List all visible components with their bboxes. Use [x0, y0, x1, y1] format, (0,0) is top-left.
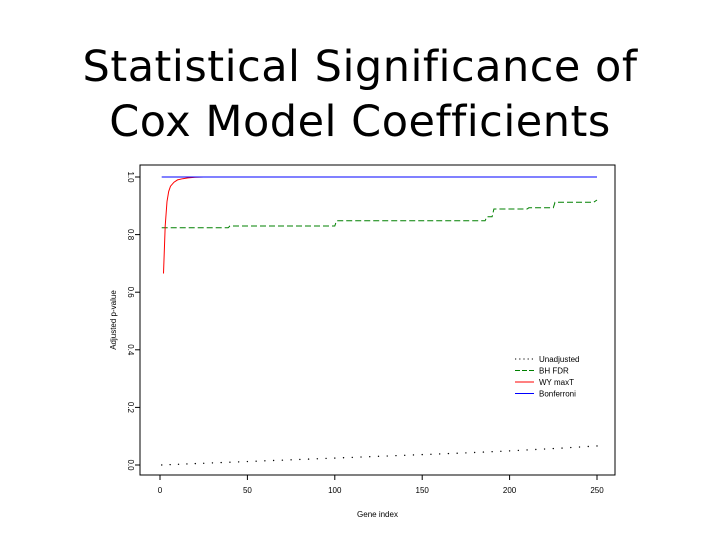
series-point: [229, 461, 231, 463]
series-point: [517, 449, 520, 452]
series-point: [194, 462, 197, 465]
series-point: [500, 450, 502, 452]
plot-area: [139, 164, 616, 476]
series-point: [552, 447, 554, 450]
series-point: [220, 461, 222, 464]
series-point: [177, 463, 180, 466]
x-tick-label: 150: [416, 486, 430, 495]
series-point: [377, 455, 380, 458]
x-tick-label: 100: [328, 486, 342, 495]
series-bh-fdr-line: [161, 199, 598, 229]
plot-frame: [139, 164, 616, 476]
y-axis-title: Adjusted p-value: [109, 290, 118, 350]
series-point: [412, 454, 415, 456]
series-point: [342, 457, 345, 459]
x-tick-label: 0: [158, 486, 163, 495]
series-point: [169, 463, 171, 466]
y-tick-label: 0.0: [126, 459, 135, 471]
series-point: [482, 451, 485, 453]
y-tick-label: 0.4: [126, 344, 135, 356]
slide-title: Statistical Significance of Cox Model Co…: [0, 40, 720, 150]
series-point: [360, 456, 362, 458]
series-point: [386, 455, 388, 457]
series-point: [578, 446, 581, 448]
series-point: [211, 462, 214, 464]
series-wy-maxt-line: [163, 176, 222, 274]
series-point: [543, 448, 546, 450]
series-point: [351, 456, 353, 459]
slide-title-line-2: Cox Model Coefficients: [109, 97, 611, 147]
series-point: [491, 450, 493, 453]
x-axis-title: Gene index: [357, 510, 398, 519]
series-point: [255, 460, 257, 462]
series-point: [561, 447, 563, 449]
x-tick-label: 250: [590, 486, 604, 495]
series-point: [456, 452, 458, 454]
axes: 0 50 100 150 200 250 0.0 0.2 0.4 0.6 0.8 1.0: [126, 171, 604, 495]
series-point: [237, 461, 240, 463]
series-point: [281, 459, 284, 461]
legend: Unadjusted BH FDR WY maxT Bonferroni: [510, 350, 610, 403]
series-point: [369, 456, 371, 458]
y-tick-label: 1.0: [126, 171, 135, 183]
series-point: [272, 459, 275, 462]
series-point: [307, 458, 310, 460]
series-point: [535, 448, 537, 451]
x-tick-label: 50: [243, 486, 252, 495]
series-point: [596, 445, 598, 447]
series-point: [290, 459, 292, 461]
series-point: [438, 453, 441, 455]
x-tick-label: 200: [503, 486, 517, 495]
legend-label-bh-fdr: BH FDR: [539, 367, 569, 376]
series-point: [186, 463, 188, 465]
series-point: [473, 451, 476, 454]
series-point: [421, 453, 423, 456]
series-layer: [161, 176, 598, 466]
series-point: [447, 452, 450, 455]
series-point: [299, 458, 301, 461]
series-point: [325, 457, 327, 460]
legend-label-wy-maxt: WY maxT: [539, 378, 574, 387]
series-point: [570, 446, 572, 449]
legend-box: [510, 350, 610, 403]
series-point: [161, 464, 163, 466]
series-point: [465, 452, 467, 454]
series-point: [404, 454, 406, 457]
series-point: [526, 449, 528, 451]
series-point: [334, 457, 336, 459]
series-point: [508, 450, 511, 452]
y-tick-label: 0.6: [126, 287, 135, 299]
y-tick-label: 0.8: [126, 229, 135, 241]
series-point: [316, 458, 319, 460]
series-point: [203, 462, 205, 464]
series-point: [395, 454, 397, 457]
series-unadjusted: [161, 445, 598, 466]
series-point: [430, 453, 432, 455]
legend-label-bonferroni: Bonferroni: [539, 390, 576, 399]
y-tick-label: 0.2: [126, 402, 135, 414]
series-point: [587, 445, 589, 448]
legend-label-unadjusted: Unadjusted: [539, 355, 579, 364]
slide-title-line-1: Statistical Significance of: [82, 42, 638, 92]
series-point: [246, 460, 249, 463]
series-point: [264, 460, 266, 462]
